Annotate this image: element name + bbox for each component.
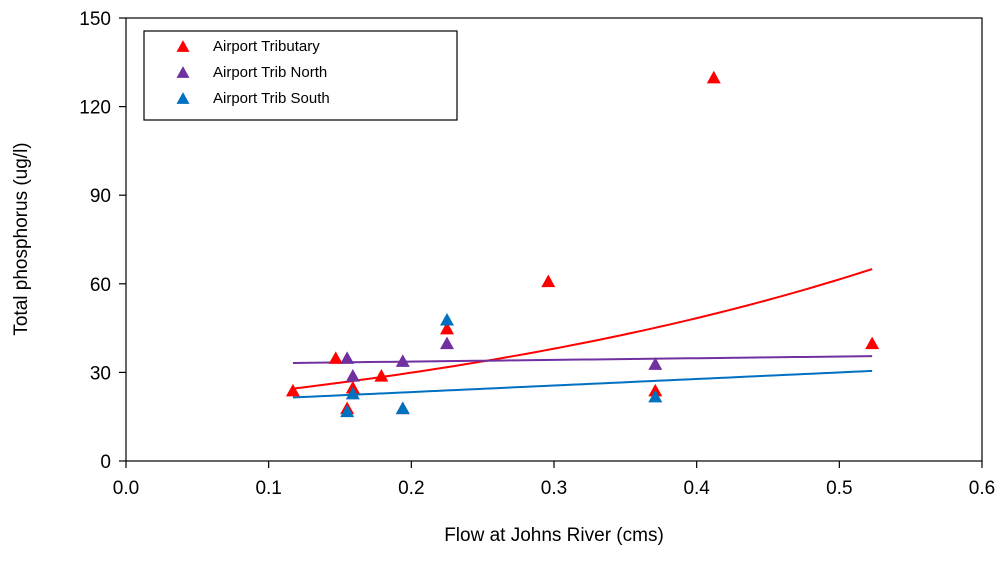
data-point [395, 401, 410, 415]
data-point [374, 369, 389, 382]
data-point [541, 274, 556, 288]
legend-marker [176, 40, 190, 52]
legend-box [143, 30, 458, 121]
y-tick-label: 120 [79, 98, 111, 119]
data-points [285, 70, 880, 418]
data-point [285, 383, 300, 397]
data-point [440, 321, 454, 335]
legend-label: Airport Trib North [213, 64, 327, 81]
legend-marker [176, 92, 190, 104]
data-point [440, 336, 454, 350]
data-point [395, 354, 410, 367]
y-tick-label: 60 [90, 275, 111, 296]
x-tick-label: 0.0 [113, 478, 139, 499]
x-tick-label: 0.2 [398, 478, 424, 499]
data-point [706, 70, 721, 84]
data-point [440, 312, 454, 326]
x-axis-title: Flow at Johns River (cms) [444, 525, 664, 546]
x-tick-label: 0.4 [683, 478, 710, 499]
x-axis-ticks: 0.0 0.1 0.2 0.3 0.4 0.5 0.6 [113, 461, 995, 499]
data-point [865, 336, 880, 350]
data-point [328, 351, 343, 364]
trendline [292, 268, 873, 390]
data-point [340, 351, 355, 364]
data-point [648, 357, 663, 370]
data-point [648, 389, 663, 403]
y-tick-label: 150 [79, 9, 111, 30]
y-axis-ticks: 0 30 60 90 120 150 [79, 9, 126, 473]
data-point [340, 404, 355, 418]
legend: Airport Tributary Airport Trib North Airpo… [143, 30, 458, 121]
x-tick-label: 0.6 [969, 478, 995, 499]
legend-marker [176, 66, 190, 78]
x-tick-label: 0.1 [255, 478, 281, 499]
y-tick-label: 90 [90, 186, 111, 207]
x-tick-label: 0.5 [826, 478, 852, 499]
trendline [292, 369, 873, 399]
trendlines [292, 268, 873, 399]
y-axis-title: Total phosphorus (ug/l) [11, 142, 32, 335]
legend-label: Airport Trib South [213, 90, 330, 107]
data-point [345, 369, 360, 382]
x-tick-label: 0.3 [541, 478, 567, 499]
trendline [292, 355, 873, 364]
y-tick-label: 0 [100, 452, 111, 473]
legend-label: Airport Tributary [213, 38, 320, 55]
data-point [345, 386, 360, 400]
y-tick-label: 30 [90, 363, 111, 384]
